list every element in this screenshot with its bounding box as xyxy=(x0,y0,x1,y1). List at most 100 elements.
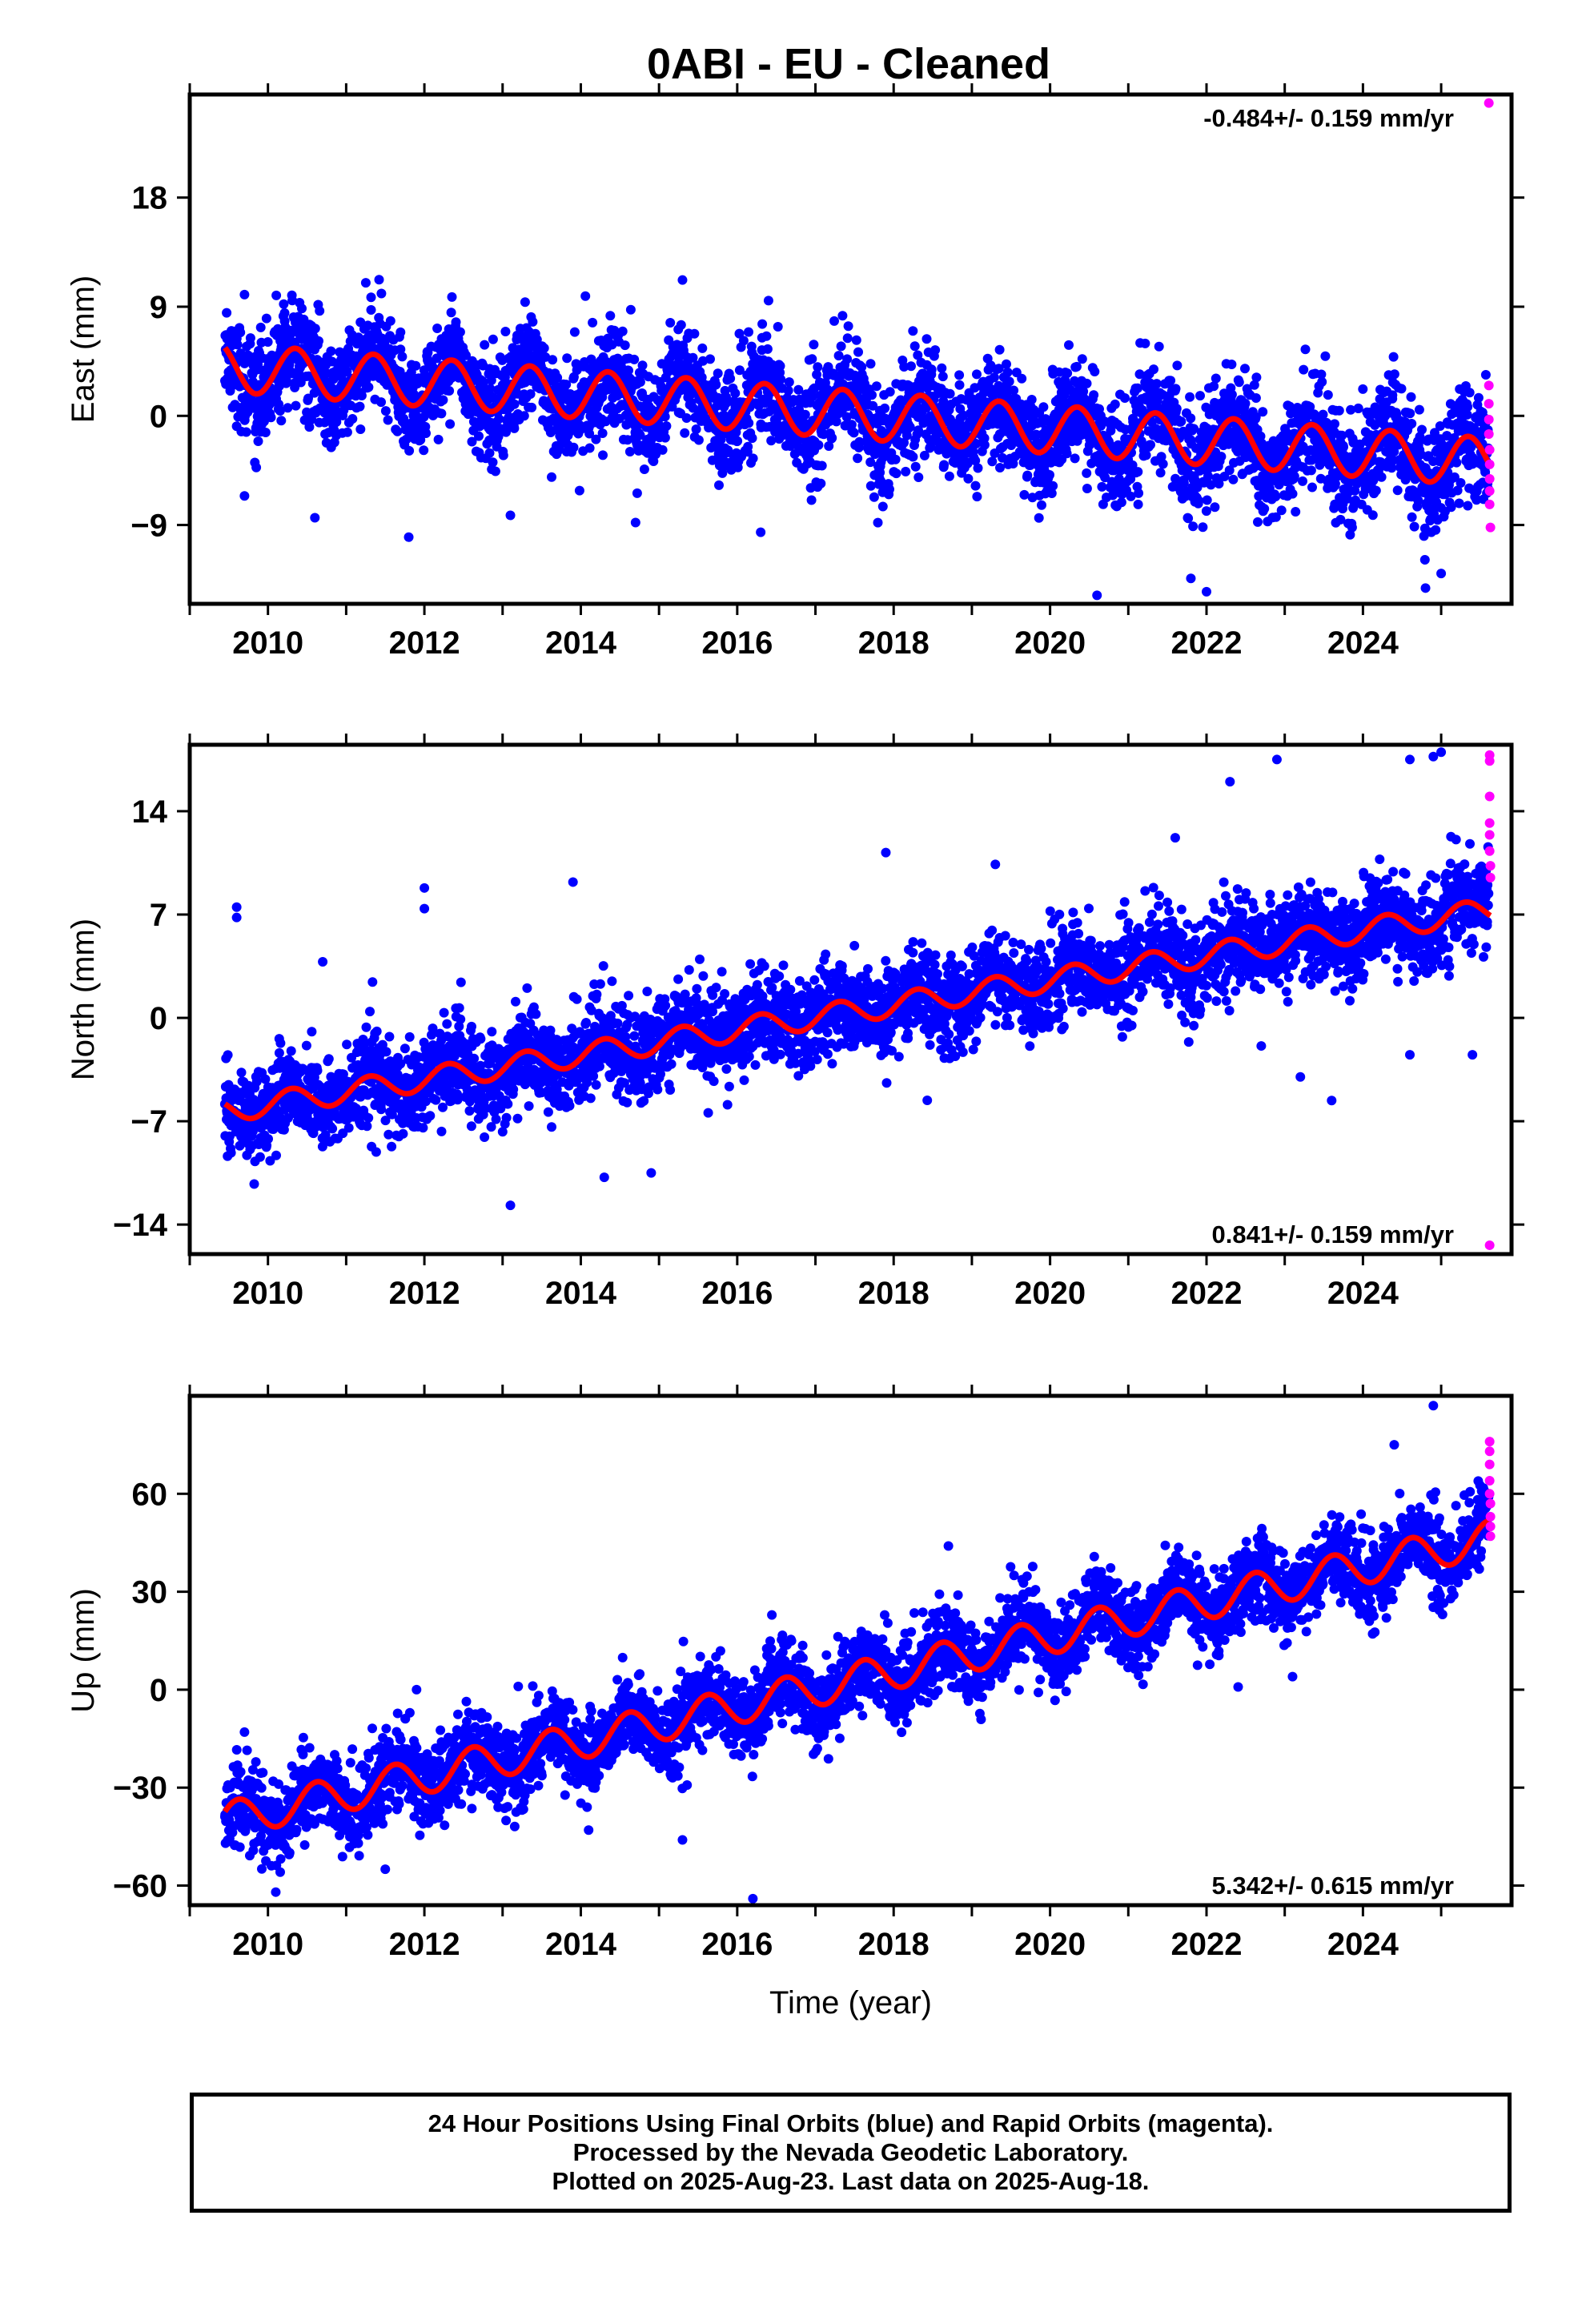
east-point xyxy=(1251,393,1261,403)
east-point xyxy=(625,304,636,315)
east-point xyxy=(906,361,916,372)
east-point xyxy=(474,431,484,441)
east-point xyxy=(1002,359,1011,369)
east-point xyxy=(239,358,250,368)
east-point xyxy=(945,388,955,399)
east-point xyxy=(304,422,315,432)
east-point xyxy=(509,423,520,433)
east-point xyxy=(500,327,511,336)
east-point xyxy=(1062,448,1072,459)
east-rapid-point xyxy=(1484,499,1495,509)
east-point xyxy=(1463,402,1473,412)
east-point xyxy=(488,334,498,344)
north-point xyxy=(363,1113,374,1123)
north-point xyxy=(312,1065,323,1076)
east-point xyxy=(901,466,911,476)
east-point xyxy=(926,364,937,375)
east-point xyxy=(1019,489,1030,500)
east-point xyxy=(972,369,982,380)
north-point xyxy=(367,977,378,987)
east-point xyxy=(809,340,819,350)
north-point xyxy=(271,1150,281,1160)
east-rapid-point xyxy=(1485,522,1496,533)
north-point xyxy=(286,1046,296,1056)
east-point xyxy=(831,416,841,427)
east-point xyxy=(1317,376,1327,387)
east-point xyxy=(253,436,263,446)
east-point xyxy=(1431,525,1441,535)
east-point xyxy=(734,328,745,339)
east-outlier-point xyxy=(404,532,414,542)
panels: 2010 2012 2014 2016 2018 2020 2022 2024−90918Ea… xyxy=(66,83,1524,2020)
east-point xyxy=(1194,496,1204,506)
east-point xyxy=(1089,390,1099,400)
east-point xyxy=(1307,482,1317,493)
east-outlier-point xyxy=(310,513,320,523)
north-point xyxy=(323,1054,334,1064)
east-point xyxy=(1406,392,1416,402)
east-point xyxy=(813,362,823,372)
east-point xyxy=(584,428,595,439)
east-point xyxy=(908,452,918,462)
east-point xyxy=(392,426,403,436)
east-rapid-point xyxy=(1484,399,1494,409)
north-point xyxy=(263,1134,273,1144)
east-point xyxy=(837,311,848,321)
east-point xyxy=(520,297,530,308)
east-point xyxy=(355,401,365,412)
east-point xyxy=(347,414,358,424)
east-point xyxy=(1388,352,1399,362)
east-point xyxy=(461,350,471,360)
east-point xyxy=(867,390,877,400)
east-point xyxy=(283,403,293,413)
east-point xyxy=(279,308,290,318)
east-point xyxy=(404,445,415,456)
east-point xyxy=(1240,364,1250,374)
east-point xyxy=(419,365,429,376)
east-point xyxy=(842,333,853,344)
east-point xyxy=(605,311,616,321)
east-point xyxy=(987,456,998,467)
east-y-tick-label: 0 xyxy=(150,399,167,434)
east-point xyxy=(1251,372,1262,383)
panel-north: 2010 2012 2014 2016 2018 2020 2022 2024−14−7071… xyxy=(66,734,1524,1311)
east-outlier-point xyxy=(1420,583,1431,593)
figure-title: 0ABI - EU - Cleaned xyxy=(647,40,1050,88)
east-point xyxy=(580,291,591,301)
east-point xyxy=(266,412,276,423)
east-point xyxy=(232,340,243,350)
east-point xyxy=(1389,369,1399,380)
east-point xyxy=(342,427,352,437)
east-point xyxy=(865,480,876,491)
east-point xyxy=(1155,468,1166,478)
east-point xyxy=(1037,500,1046,510)
east-point xyxy=(355,424,366,434)
east-point xyxy=(1339,442,1348,452)
east-point xyxy=(1228,474,1239,485)
east-point xyxy=(315,306,325,316)
east-point xyxy=(908,326,918,336)
east-point xyxy=(1417,424,1427,435)
east-point xyxy=(1240,398,1251,408)
east-point xyxy=(561,380,572,390)
east-point xyxy=(1409,521,1419,532)
east-point xyxy=(498,450,508,460)
east-rate-label: -0.484+/- 0.159 mm/yr xyxy=(1203,104,1454,132)
east-point xyxy=(396,327,406,337)
east-point xyxy=(383,415,393,425)
east-point xyxy=(1371,485,1381,496)
east-point xyxy=(873,517,883,528)
north-point xyxy=(223,1050,233,1060)
east-point xyxy=(813,440,824,450)
east-point xyxy=(885,485,894,494)
east-point xyxy=(1253,517,1263,527)
east-point xyxy=(1376,472,1387,482)
east-point xyxy=(1358,384,1368,394)
east-point xyxy=(1082,484,1092,493)
east-y-tick-label: 18 xyxy=(132,181,168,216)
east-point xyxy=(366,305,376,315)
east-rapid-point xyxy=(1484,444,1495,455)
north-point xyxy=(327,1124,338,1134)
east-point xyxy=(1463,501,1473,511)
